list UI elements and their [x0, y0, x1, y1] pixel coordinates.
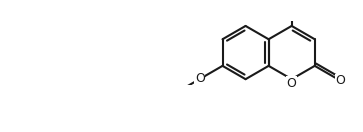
Text: O: O	[287, 77, 297, 90]
Text: O: O	[195, 72, 205, 85]
Text: O: O	[335, 74, 346, 87]
